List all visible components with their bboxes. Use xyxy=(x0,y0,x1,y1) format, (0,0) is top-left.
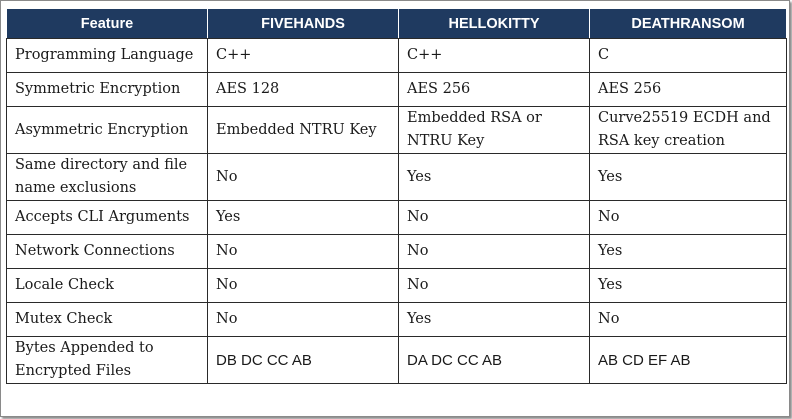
fivehands-cell: No xyxy=(207,153,399,201)
deathransom-cell: No xyxy=(589,200,787,235)
deathransom-cell: Curve25519 ECDH and RSA key creation xyxy=(589,106,787,154)
header-fivehands: FIVEHANDS xyxy=(207,8,399,39)
table-row: Same directory and file name exclusions … xyxy=(6,153,787,201)
table-row: Mutex Check No Yes No xyxy=(6,302,787,337)
fivehands-cell: No xyxy=(207,268,399,303)
table-row: Bytes Appended to Encrypted Files DB DC … xyxy=(6,336,787,384)
header-feature: Feature xyxy=(6,8,208,39)
feature-cell: Mutex Check xyxy=(6,302,208,337)
header-deathransom: DEATHRANSOM xyxy=(589,8,787,39)
feature-cell: Accepts CLI Arguments xyxy=(6,200,208,235)
header-row: Feature FIVEHANDS HELLOKITTY DEATHRANSOM xyxy=(6,8,787,39)
hellokitty-cell: No xyxy=(398,234,590,269)
feature-cell: Asymmetric Encryption xyxy=(6,106,208,154)
hellokitty-cell: C++ xyxy=(398,38,590,73)
ransomware-comparison-table: Feature FIVEHANDS HELLOKITTY DEATHRANSOM… xyxy=(6,8,787,384)
fivehands-cell: DB DC CC AB xyxy=(207,336,399,384)
hellokitty-cell: AES 256 xyxy=(398,72,590,107)
feature-cell: Symmetric Encryption xyxy=(6,72,208,107)
deathransom-cell: No xyxy=(589,302,787,337)
fivehands-cell: AES 128 xyxy=(207,72,399,107)
deathransom-cell: C xyxy=(589,38,787,73)
feature-cell: Network Connections xyxy=(6,234,208,269)
feature-cell: Same directory and file name exclusions xyxy=(6,153,208,201)
fivehands-cell: Embedded NTRU Key xyxy=(207,106,399,154)
table-row: Locale Check No No Yes xyxy=(6,268,787,303)
deathransom-cell: Yes xyxy=(589,153,787,201)
feature-cell: Bytes Appended to Encrypted Files xyxy=(6,336,208,384)
table-row: Asymmetric Encryption Embedded NTRU Key … xyxy=(6,106,787,154)
table-row: Symmetric Encryption AES 128 AES 256 AES… xyxy=(6,72,787,107)
hellokitty-cell: DA DC CC AB xyxy=(398,336,590,384)
table-row: Programming Language C++ C++ C xyxy=(6,38,787,73)
hellokitty-cell: No xyxy=(398,268,590,303)
deathransom-cell: AB CD EF AB xyxy=(589,336,787,384)
hellokitty-cell: No xyxy=(398,200,590,235)
header-hellokitty: HELLOKITTY xyxy=(398,8,590,39)
table-row: Accepts CLI Arguments Yes No No xyxy=(6,200,787,235)
fivehands-cell: C++ xyxy=(207,38,399,73)
deathransom-cell: AES 256 xyxy=(589,72,787,107)
fivehands-cell: No xyxy=(207,234,399,269)
hellokitty-cell: Yes xyxy=(398,302,590,337)
hellokitty-cell: Yes xyxy=(398,153,590,201)
fivehands-cell: No xyxy=(207,302,399,337)
hellokitty-cell: Embedded RSA or NTRU Key xyxy=(398,106,590,154)
deathransom-cell: Yes xyxy=(589,268,787,303)
fivehands-cell: Yes xyxy=(207,200,399,235)
table-row: Network Connections No No Yes xyxy=(6,234,787,269)
deathransom-cell: Yes xyxy=(589,234,787,269)
feature-cell: Locale Check xyxy=(6,268,208,303)
feature-cell: Programming Language xyxy=(6,38,208,73)
